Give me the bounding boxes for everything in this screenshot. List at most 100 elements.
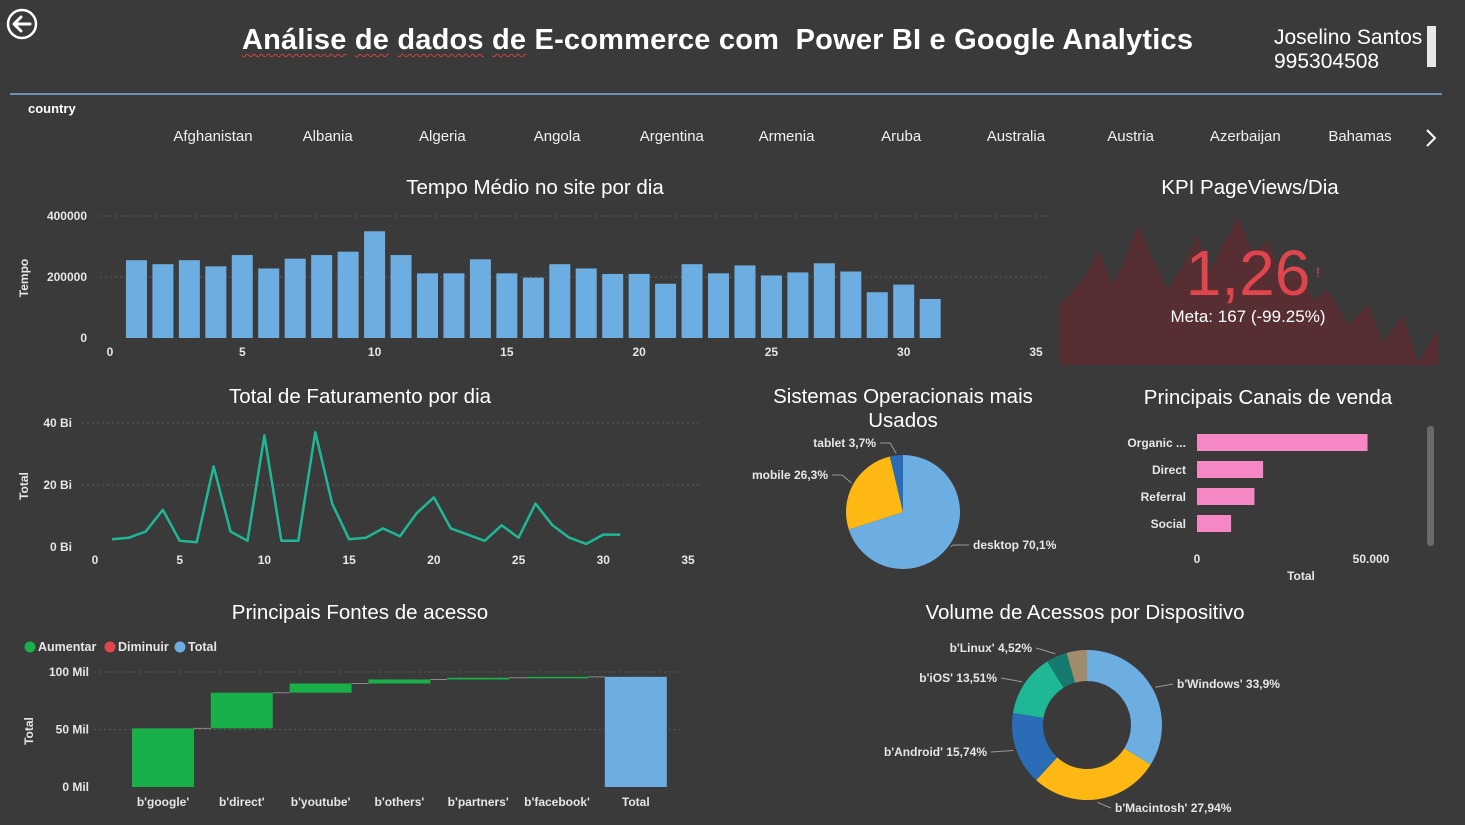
dispositivo-donut-chart: b'Windows' 33,9% b'Macintosh' 27,94% b'And…	[884, 641, 1280, 815]
y-tick-label: 0 Bi	[50, 540, 72, 554]
country-item[interactable]: Algeria	[419, 128, 466, 145]
title-word: de	[492, 24, 527, 56]
bar	[337, 251, 359, 338]
x-tick-label: 25	[765, 345, 779, 359]
country-item[interactable]: Afghanistan	[173, 128, 253, 145]
leader-line	[1155, 683, 1174, 688]
x-tick-label: 35	[1029, 345, 1043, 359]
category-label: b'direct'	[219, 795, 265, 809]
canais-bar-chart: Organic ... Direct Referral Social 0 50.000 To…	[1127, 426, 1434, 583]
leader-line	[1000, 677, 1023, 683]
kpi-status-icon: !	[1316, 264, 1320, 280]
category-label: Social	[1151, 517, 1186, 531]
leader-line	[950, 544, 969, 548]
bar	[760, 275, 782, 338]
title-word: dados	[397, 24, 484, 56]
bar	[681, 264, 703, 338]
x-tick-label: 0	[92, 553, 99, 567]
x-tick-label: 35	[681, 553, 695, 567]
tempo-medio-chart: 0 200000 400000 0 5 10 15 20 25 30 35 Tempo	[17, 209, 1048, 359]
user-name: Joselino Santos	[1274, 26, 1423, 49]
legend-label: Diminuir	[118, 640, 169, 654]
chart-title-fontes: Principais Fontes de acesso	[231, 601, 489, 624]
category-label: Direct	[1152, 463, 1186, 477]
waterfall-bar	[368, 679, 431, 684]
country-item[interactable]: Bahamas	[1328, 128, 1392, 145]
x-tick-label: 20	[427, 553, 441, 567]
back-button[interactable]	[6, 8, 38, 40]
category-label: b'facebook'	[524, 795, 590, 809]
country-item[interactable]: Australia	[986, 128, 1046, 145]
x-tick-label: 0	[1194, 552, 1201, 566]
donut-slice	[1087, 650, 1162, 765]
y-tick-label: 100 Mil	[49, 665, 89, 679]
bar	[708, 273, 730, 338]
kpi-pageviews-card: 1,26 ! Meta: 167 (-99.25%)	[1060, 217, 1438, 365]
donut-label: b'Windows' 33,9%	[1177, 677, 1280, 691]
kpi-goal: Meta: 167 (-99.25%)	[1171, 307, 1326, 326]
bar	[655, 283, 677, 338]
category-label: b'youtube'	[291, 795, 351, 809]
pie-slice	[846, 456, 903, 530]
pie-label: mobile 26,3%	[752, 468, 828, 482]
y-tick-label: 40 Bi	[43, 416, 72, 430]
bar	[496, 273, 518, 338]
chart-title-kpi: KPI PageViews/Dia	[1161, 176, 1339, 199]
bar	[205, 266, 227, 338]
bar	[284, 258, 306, 338]
y-axis-label: Total	[17, 472, 31, 500]
scrollbar	[1427, 426, 1434, 546]
y-axis-label: Tempo	[17, 259, 31, 297]
donut-slice	[1012, 712, 1058, 781]
country-item[interactable]: Azerbaijan	[1209, 128, 1281, 145]
user-info: Joselino Santos 995304508	[1274, 26, 1422, 74]
x-tick-label: 30	[597, 553, 611, 567]
category-label: b'partners'	[448, 795, 509, 809]
legend-marker	[104, 641, 116, 653]
country-item[interactable]: Armenia	[758, 128, 815, 145]
x-tick-label: 30	[897, 345, 911, 359]
donut-slice	[1066, 650, 1087, 683]
sistemas-pie-chart: desktop 70,1% mobile 26,3% tablet 3,7%	[752, 436, 1057, 569]
y-axis-label: Total	[22, 717, 36, 745]
bar	[443, 273, 465, 338]
title-rest: E-commerce com Power BI e Google Analyti…	[534, 24, 1194, 56]
bar	[919, 298, 941, 338]
y-tick-label: 50 Mil	[56, 723, 89, 737]
fontes-waterfall-chart: Aumentar Diminuir Total 0 Mil 50 Mil 100 Mil b…	[22, 640, 680, 809]
bar	[390, 255, 412, 338]
leader-line	[1097, 801, 1112, 809]
waterfall-bar	[132, 728, 194, 787]
title-word: Análise	[242, 24, 347, 56]
country-item[interactable]: Austria	[1107, 128, 1154, 145]
bar	[469, 259, 491, 338]
kpi-trend-area	[1060, 217, 1438, 365]
donut-label: b'Linux' 4,52%	[950, 641, 1033, 655]
legend-label: Aumentar	[38, 640, 96, 654]
country-item[interactable]: Angola	[533, 128, 581, 145]
scroll-indicator	[1427, 26, 1436, 67]
bar	[840, 271, 862, 338]
chart-title-faturamento: Total de Faturamento por dia	[228, 385, 492, 408]
leader-line	[990, 749, 1014, 753]
page-title: Análise de dados de E-commerce com Power…	[242, 24, 1193, 57]
country-item[interactable]: Albania	[302, 128, 353, 145]
x-tick-label: 25	[512, 553, 526, 567]
pie-slice	[889, 455, 903, 512]
bar	[1197, 488, 1255, 505]
x-tick-label: 50.000	[1353, 552, 1390, 566]
pie-slice	[848, 455, 960, 569]
country-item[interactable]: Aruba	[881, 128, 922, 145]
donut-slice	[1012, 661, 1064, 718]
y-tick-label: 0 Mil	[62, 780, 89, 794]
leader-line	[832, 474, 852, 484]
bar	[1197, 461, 1264, 478]
donut-label: b'Android' 15,74%	[884, 745, 987, 759]
category-label: b'google'	[137, 795, 190, 809]
waterfall-bar	[210, 692, 273, 729]
x-tick-label: 20	[632, 345, 646, 359]
x-axis-label: Total	[1287, 569, 1315, 583]
country-item[interactable]: Argentina	[639, 128, 704, 145]
back-arrow-icon	[6, 8, 38, 40]
slicer-next-button[interactable]	[1422, 126, 1440, 150]
